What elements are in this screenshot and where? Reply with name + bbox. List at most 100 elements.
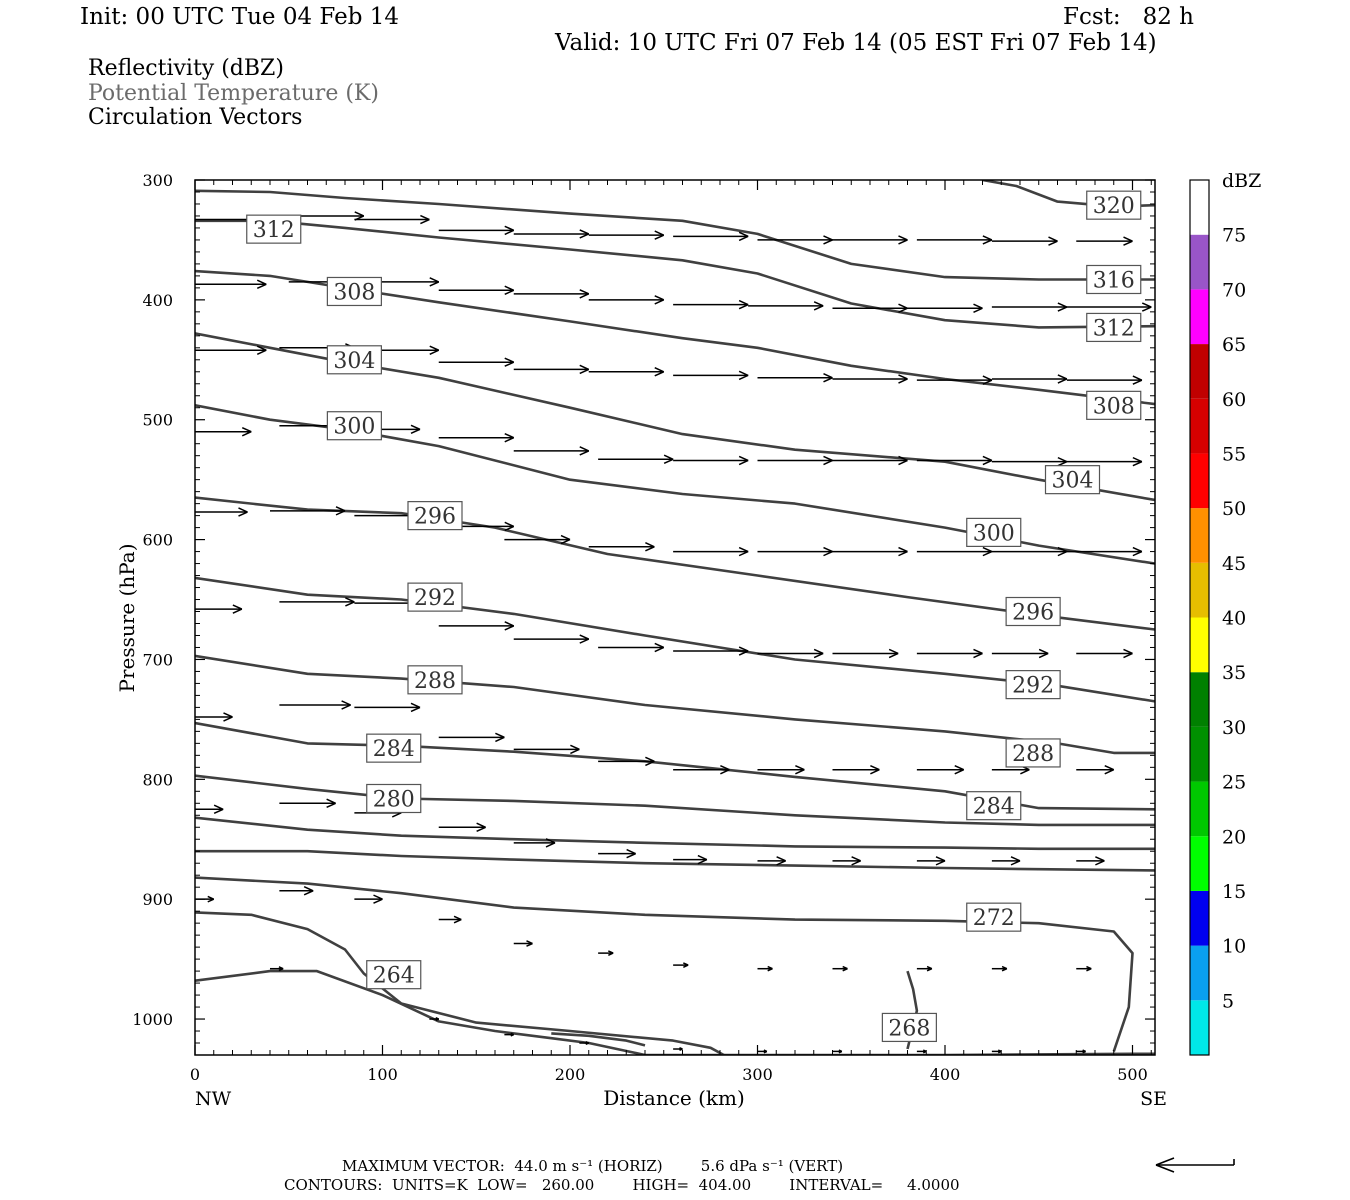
vector-head (579, 450, 590, 456)
vector-head (645, 756, 655, 763)
vector-head (504, 521, 515, 528)
contour-label: 272 (966, 902, 1022, 932)
colorbar-segment (1190, 1000, 1209, 1055)
circulation-vector (195, 345, 267, 355)
circulation-vector (1066, 546, 1143, 557)
contour-label-text: 264 (373, 964, 415, 989)
circulation-vector (195, 604, 243, 614)
circulation-vector (916, 648, 983, 659)
contour-label-text: 272 (973, 906, 1015, 931)
vector-head (654, 642, 665, 649)
y-axis-label: Pressure (hPa) (115, 544, 139, 693)
theta-contour-316 (195, 189, 1155, 281)
vector-head (898, 459, 908, 466)
vector-head (1057, 302, 1068, 308)
vector-head (823, 546, 833, 553)
vector-head (823, 239, 833, 245)
vector-head (982, 379, 993, 385)
vector-head (870, 769, 880, 775)
vector-head (738, 303, 749, 310)
contour-label-box (326, 276, 382, 307)
vector-head (898, 374, 908, 380)
colorbar-level-label: 25 (1222, 772, 1246, 794)
circulation-vector (438, 915, 462, 924)
vector-head (1141, 306, 1152, 312)
vector-head (654, 367, 665, 373)
vector-head (823, 550, 833, 557)
vector-head (898, 455, 908, 462)
vector-head (335, 506, 346, 512)
circulation-vector (195, 426, 252, 437)
contour-label: 312 (246, 214, 302, 244)
vector-head (373, 894, 383, 900)
circulation-vector (279, 597, 355, 607)
circulation-vector (195, 712, 233, 722)
vector-head (1123, 236, 1133, 242)
colorbar-level-label: 30 (1222, 717, 1246, 739)
vector-head (213, 804, 224, 810)
contour-label-text: 308 (333, 280, 375, 305)
vector-head (738, 299, 749, 306)
colorbar-segment (1190, 617, 1209, 673)
circulation-vector (916, 546, 993, 557)
circulation-vector (504, 534, 571, 545)
contour-label-text: 308 (1093, 394, 1135, 419)
circulation-vector (916, 235, 993, 245)
vector-head (838, 1050, 843, 1054)
vector-head (241, 426, 252, 433)
circulation-vector (991, 648, 1049, 659)
circulation-vector (1066, 375, 1143, 385)
max-vector-note: MAXIMUM VECTOR: 44.0 m s⁻¹ (HORIZ) 5.6 d… (342, 1157, 844, 1175)
circulation-vector (757, 965, 773, 972)
vector-head (420, 218, 430, 225)
vector-head (973, 652, 983, 659)
colorbar-level-label: 75 (1222, 225, 1246, 247)
contour-label: 288 (407, 665, 463, 695)
vector-head (579, 364, 590, 371)
circulation-vector (1076, 1049, 1086, 1054)
vector-head (813, 652, 824, 659)
vector-head (476, 822, 486, 828)
contour-label-text: 304 (1052, 469, 1094, 494)
circulation-vector (354, 214, 430, 225)
circulation-vector (1076, 236, 1133, 246)
circulation-vector (673, 231, 749, 242)
circulation-vector (673, 962, 689, 968)
vector-head (935, 860, 946, 866)
colorbar-segment (1190, 890, 1209, 946)
contour-label-text: 284 (973, 795, 1015, 820)
vector-head (1132, 550, 1143, 557)
circulation-vector (991, 302, 1068, 312)
vector-head (973, 307, 983, 313)
colorbar-level-label: 40 (1222, 608, 1246, 630)
vector-head (973, 648, 983, 655)
vector-head (335, 510, 346, 516)
colorbar-segment (1190, 726, 1209, 782)
vector-head (560, 534, 571, 541)
vector-head (870, 764, 880, 771)
circulation-vector (598, 756, 655, 767)
theta-contour-268 (195, 911, 725, 1055)
vector-head (842, 968, 848, 972)
circulation-vector (270, 506, 346, 516)
circulation-vector (673, 764, 730, 775)
contour-label-text: 312 (253, 218, 295, 243)
vector-head (1057, 306, 1068, 312)
vector-head (776, 860, 786, 866)
vector-head (570, 748, 580, 755)
vector-head (1048, 236, 1058, 242)
vector-head (504, 432, 515, 439)
vector-head (1123, 648, 1133, 655)
circulation-vector (588, 230, 665, 240)
circulation-vector (757, 1049, 768, 1054)
vector-head (898, 235, 908, 241)
circulation-vector (513, 364, 590, 375)
vector-head (776, 856, 786, 862)
vector-head (954, 764, 965, 771)
x-tick-label: 0 (190, 1065, 200, 1084)
vector-head (526, 940, 533, 945)
vector-head (1123, 652, 1133, 659)
vector-head (585, 1042, 590, 1046)
circulation-vector (757, 546, 833, 557)
circulation-vector (598, 950, 614, 956)
